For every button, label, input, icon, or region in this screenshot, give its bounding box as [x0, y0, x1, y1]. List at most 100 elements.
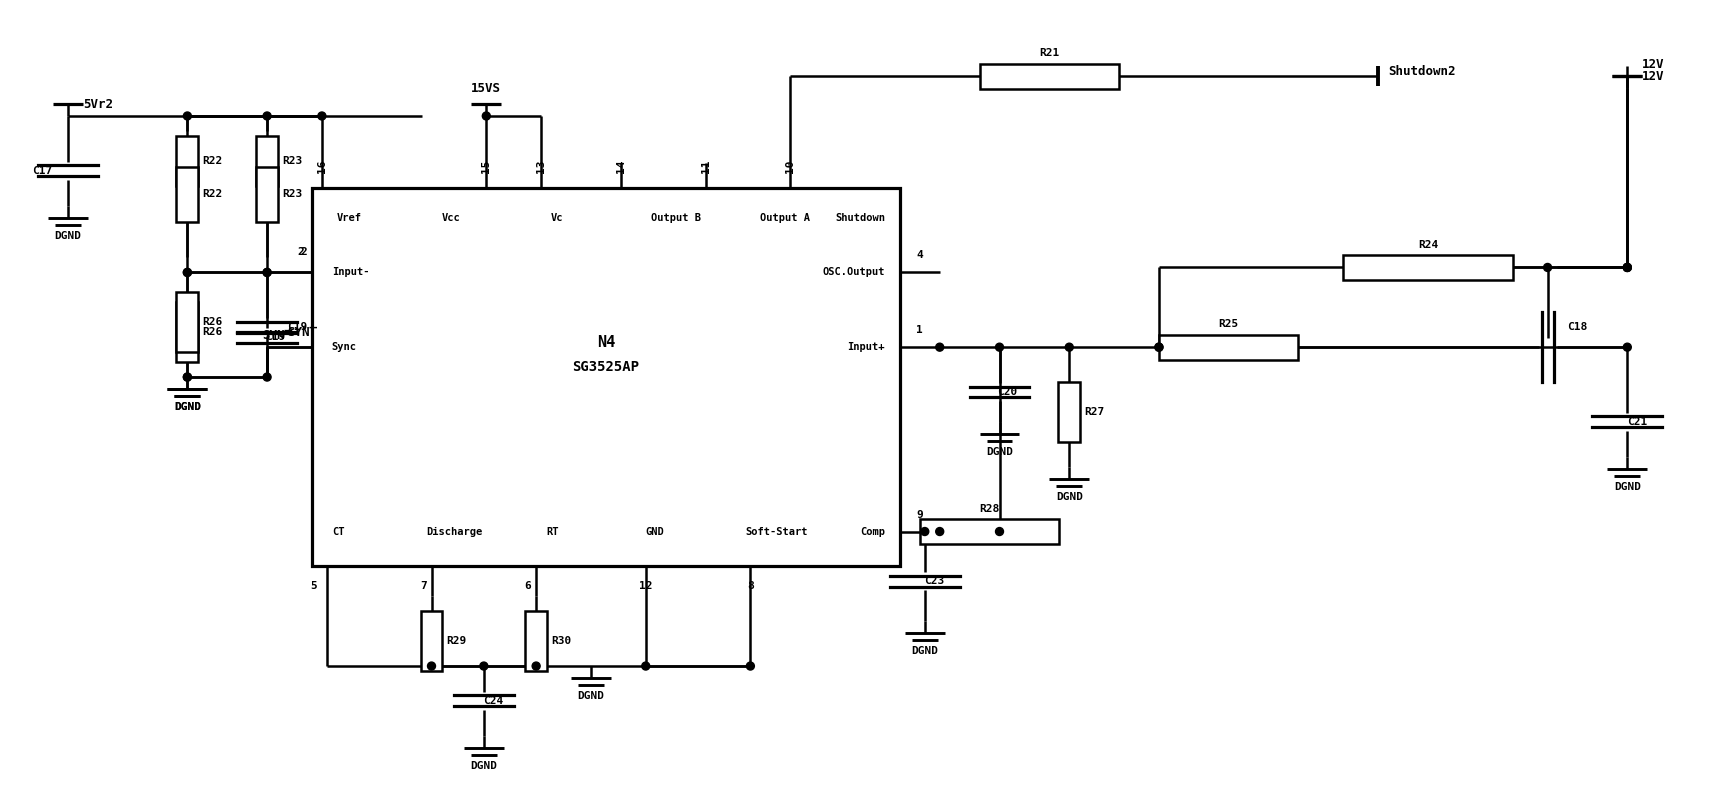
- Text: C19: C19: [265, 332, 286, 342]
- Text: R23: R23: [282, 189, 303, 200]
- Text: C17: C17: [33, 166, 53, 176]
- Text: R26: R26: [203, 318, 222, 327]
- Circle shape: [184, 112, 191, 120]
- Text: 1: 1: [917, 326, 924, 335]
- Circle shape: [480, 662, 488, 670]
- Text: SYN̅: SYN̅: [261, 329, 292, 342]
- Circle shape: [642, 662, 650, 670]
- Text: Shutdown: Shutdown: [834, 212, 884, 223]
- Circle shape: [1154, 343, 1163, 351]
- Bar: [177, 167, 198, 222]
- Text: Input+: Input+: [848, 342, 884, 352]
- Text: C21: C21: [1627, 417, 1648, 427]
- Circle shape: [936, 527, 944, 535]
- Text: R23: R23: [282, 156, 303, 166]
- Text: R21: R21: [1039, 48, 1060, 58]
- Bar: [1159, 335, 1299, 360]
- Text: C20: C20: [998, 387, 1018, 397]
- Circle shape: [996, 343, 1003, 351]
- Text: Shutdown2: Shutdown2: [1388, 65, 1455, 78]
- Text: Comp: Comp: [860, 527, 884, 536]
- Text: 11: 11: [700, 159, 710, 173]
- Text: SYN̅: SYN̅: [287, 326, 316, 339]
- Circle shape: [428, 662, 435, 670]
- Circle shape: [263, 268, 272, 276]
- Text: 2: 2: [301, 247, 306, 257]
- Circle shape: [263, 373, 272, 381]
- Text: Vc: Vc: [550, 212, 564, 223]
- Circle shape: [184, 373, 191, 381]
- Bar: [177, 292, 198, 352]
- Text: 12: 12: [640, 581, 652, 592]
- Text: SG3525AP: SG3525AP: [573, 360, 640, 374]
- Text: 12V: 12V: [1643, 70, 1665, 82]
- Text: 9: 9: [917, 509, 924, 520]
- Text: R22: R22: [203, 189, 222, 200]
- Bar: [920, 519, 1060, 544]
- Text: 12V: 12V: [1643, 58, 1665, 70]
- Circle shape: [263, 112, 272, 120]
- Circle shape: [746, 662, 755, 670]
- Circle shape: [1624, 264, 1631, 272]
- Text: R30: R30: [550, 636, 571, 646]
- Text: N4: N4: [597, 335, 616, 350]
- Text: DGND: DGND: [1056, 492, 1084, 501]
- Text: 15VS: 15VS: [471, 82, 501, 94]
- Text: Vcc: Vcc: [442, 212, 461, 223]
- Text: 7: 7: [420, 581, 427, 592]
- Circle shape: [318, 112, 325, 120]
- Bar: [177, 303, 198, 362]
- Circle shape: [184, 268, 191, 276]
- Text: DGND: DGND: [470, 760, 497, 771]
- Circle shape: [920, 527, 929, 535]
- Bar: [177, 136, 198, 186]
- Text: RT: RT: [547, 527, 559, 536]
- Circle shape: [1624, 343, 1631, 351]
- Text: CT: CT: [332, 527, 344, 536]
- Text: 8: 8: [746, 581, 753, 592]
- Text: DGND: DGND: [912, 646, 939, 656]
- Circle shape: [184, 268, 191, 276]
- Text: Discharge: Discharge: [427, 527, 483, 536]
- Text: 15: 15: [482, 159, 492, 173]
- Text: DGND: DGND: [55, 230, 81, 241]
- Text: DGND: DGND: [986, 447, 1013, 457]
- Text: Sync: Sync: [332, 342, 356, 352]
- Text: 10: 10: [786, 159, 795, 173]
- Circle shape: [1154, 343, 1163, 351]
- Text: C18: C18: [1567, 322, 1588, 332]
- Text: R22: R22: [203, 156, 222, 166]
- Circle shape: [1543, 264, 1551, 272]
- Text: 13: 13: [537, 159, 547, 173]
- Text: DGND: DGND: [174, 402, 201, 412]
- Circle shape: [1065, 343, 1073, 351]
- Text: OSC.Output: OSC.Output: [822, 268, 884, 277]
- Circle shape: [996, 527, 1003, 535]
- Text: DGND: DGND: [174, 402, 201, 412]
- Bar: [421, 611, 442, 671]
- Text: R29: R29: [447, 636, 466, 646]
- Text: DGND: DGND: [578, 691, 604, 701]
- Text: Vref: Vref: [337, 212, 361, 223]
- Circle shape: [263, 268, 272, 276]
- Bar: [1058, 382, 1080, 442]
- Text: 4: 4: [917, 250, 924, 261]
- Text: Output A: Output A: [760, 212, 810, 223]
- Circle shape: [936, 343, 944, 351]
- Text: C23: C23: [924, 577, 944, 586]
- Text: 6: 6: [525, 581, 531, 592]
- Bar: [1343, 255, 1512, 280]
- Bar: [525, 611, 547, 671]
- Circle shape: [482, 112, 490, 120]
- Text: R26: R26: [203, 327, 222, 337]
- Text: 2: 2: [298, 247, 304, 257]
- Text: 5Vr2: 5Vr2: [83, 97, 114, 111]
- Text: 16: 16: [316, 159, 327, 173]
- Text: R28: R28: [979, 504, 999, 513]
- Circle shape: [184, 373, 191, 381]
- Bar: [256, 136, 279, 186]
- Text: 14: 14: [616, 159, 626, 173]
- Bar: [311, 188, 900, 566]
- Text: Output B: Output B: [650, 212, 700, 223]
- Text: R27: R27: [1084, 407, 1104, 417]
